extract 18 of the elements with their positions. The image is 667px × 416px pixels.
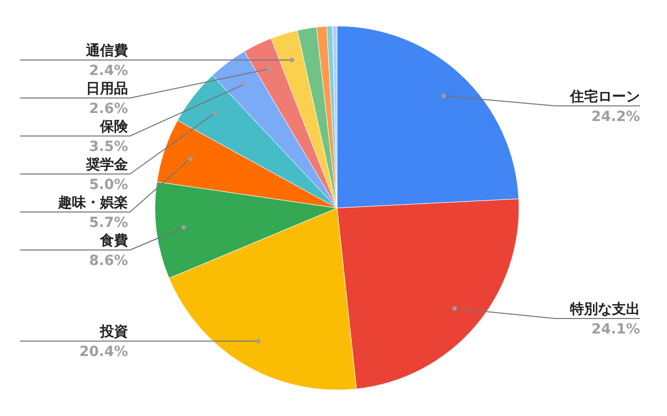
slice-label: 特別な支出	[569, 301, 640, 318]
data-label: 2.4%	[89, 62, 128, 79]
slice-label: 住宅ローン	[569, 88, 640, 105]
slice-label: 通信費	[85, 42, 128, 59]
slice-label: 投資	[99, 324, 128, 340]
data-label: 2.6%	[89, 100, 128, 117]
slice-label: 食費	[99, 232, 128, 249]
data-label: 24.1%	[591, 321, 640, 338]
data-label: 8.6%	[89, 252, 128, 269]
data-label: 3.5%	[89, 138, 128, 155]
slice-label: 奨学金	[85, 156, 129, 173]
data-label: 24.2%	[591, 108, 640, 125]
data-label: 5.0%	[89, 176, 128, 193]
slice-label: 趣味・娯楽	[57, 194, 128, 211]
slice-label: 日用品	[86, 80, 128, 97]
data-label: 5.7%	[89, 214, 128, 231]
data-label: 20.4%	[79, 344, 128, 360]
slice-label: 保険	[99, 118, 129, 135]
